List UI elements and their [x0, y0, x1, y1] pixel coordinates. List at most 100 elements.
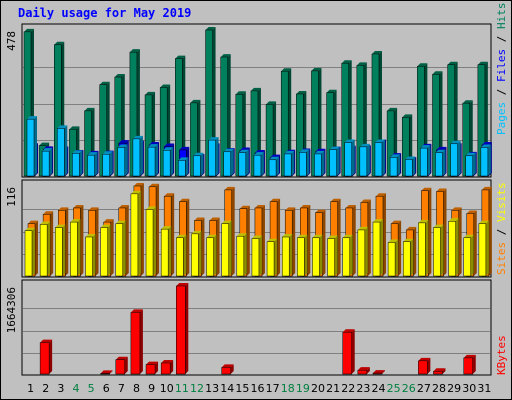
bar-pages-day-13	[208, 137, 219, 177]
bar-pages-day-18	[283, 150, 295, 177]
x-tick-label-day-16: 16	[251, 382, 265, 395]
bar-kbytes-day-27	[418, 357, 431, 375]
bar-visits-day-25	[387, 239, 399, 277]
x-tick-label-day-14: 14	[220, 382, 234, 395]
bar-visits-day-16	[251, 235, 262, 277]
bar-pages-day-25	[389, 154, 401, 177]
bar-visits-day-12	[191, 230, 202, 277]
chart-title: Daily usage for May 2019	[18, 6, 192, 20]
bar-kbytes-day-23	[357, 367, 370, 375]
bar-pages-day-9	[147, 144, 159, 177]
y-max-label-2: 116	[5, 187, 18, 207]
bar-pages-day-19	[299, 149, 310, 177]
x-tick-label-day-11: 11	[175, 382, 189, 395]
bar-visits-day-17	[266, 238, 278, 277]
x-tick-label-day-13: 13	[205, 382, 219, 395]
y-max-label-3: 1664306	[5, 287, 18, 333]
bar-visits-day-18	[281, 233, 293, 277]
bar-visits-day-30	[463, 234, 474, 277]
bar-visits-day-1	[24, 227, 35, 277]
bar-visits-day-14	[221, 220, 232, 277]
legend-files: Files	[495, 49, 508, 82]
bar-pages-day-14	[223, 148, 234, 177]
x-tick-label-day-25: 25	[387, 382, 401, 395]
x-tick-label-day-5: 5	[88, 382, 95, 395]
x-tick-label-day-28: 28	[432, 382, 446, 395]
bar-pages-day-28	[435, 149, 446, 177]
bar-pages-day-21	[329, 146, 340, 177]
bar-visits-day-26	[402, 238, 414, 277]
legend-separator: /	[495, 82, 508, 102]
bar-kbytes-day-28	[433, 368, 446, 375]
bar-pages-day-16	[253, 152, 264, 177]
bar-pages-day-22	[344, 139, 355, 177]
x-tick-label-day-23: 23	[356, 382, 370, 395]
bar-pages-day-27	[420, 145, 431, 177]
bar-kbytes-day-8	[130, 309, 143, 375]
y-max-label-1: 478	[5, 31, 18, 51]
bar-kbytes-day-10	[160, 359, 174, 375]
bar-visits-day-21	[327, 235, 338, 277]
x-tick-label-day-30: 30	[462, 382, 476, 395]
x-tick-label-day-29: 29	[447, 382, 461, 395]
bar-hits-day-18	[280, 68, 292, 177]
x-tick-label-day-8: 8	[133, 382, 140, 395]
bar-pages-day-17	[268, 156, 280, 177]
x-tick-label-day-7: 7	[118, 382, 125, 395]
x-tick-label-day-2: 2	[42, 382, 49, 395]
bar-visits-day-13	[206, 234, 217, 277]
bar-kbytes-day-24	[372, 370, 385, 375]
x-tick-label-day-3: 3	[57, 382, 64, 395]
bar-pages-day-1	[26, 116, 37, 177]
bar-visits-day-27	[418, 219, 429, 277]
bar-pages-day-30	[465, 152, 476, 177]
bar-kbytes-day-2	[39, 339, 53, 375]
x-tick-label-day-20: 20	[311, 382, 325, 395]
x-tick-label-day-10: 10	[160, 382, 174, 395]
bar-pages-day-10	[162, 147, 174, 177]
bar-kbytes-day-11	[176, 283, 189, 375]
legend-hits: Hits	[495, 3, 508, 30]
bar-visits-day-2	[39, 221, 51, 277]
legend-sites: Sites	[495, 242, 508, 275]
x-tick-label-day-1: 1	[27, 382, 34, 395]
bar-visits-day-10	[160, 226, 172, 277]
bar-visits-day-20	[312, 234, 323, 277]
x-tick-label-day-18: 18	[281, 382, 295, 395]
x-tick-label-day-19: 19	[296, 382, 310, 395]
bar-visits-day-15	[236, 233, 247, 277]
bar-kbytes-day-30	[463, 354, 476, 375]
bar-pages-day-15	[238, 149, 249, 177]
bar-visits-day-19	[297, 234, 308, 277]
bar-hits-day-14	[220, 54, 231, 177]
bar-visits-day-24	[372, 219, 383, 277]
bar-visits-day-6	[100, 224, 111, 277]
bar-visits-day-28	[433, 224, 444, 277]
legend-separator: /	[495, 29, 508, 49]
bar-pages-day-12	[193, 152, 204, 177]
bar-visits-day-8	[130, 190, 141, 277]
x-tick-label-day-15: 15	[235, 382, 249, 395]
bar-kbytes-day-22	[342, 329, 355, 375]
bar-kbytes-day-14	[221, 364, 234, 375]
bar-visits-day-4	[70, 219, 81, 277]
bar-pages-day-24	[374, 139, 385, 177]
x-tick-label-day-24: 24	[372, 382, 386, 395]
bar-kbytes-day-9	[145, 361, 159, 375]
x-tick-label-day-22: 22	[341, 382, 355, 395]
legend-middle: Sites / Visits	[495, 182, 508, 275]
bar-pages-day-2	[41, 148, 53, 177]
bar-pages-day-20	[314, 150, 325, 177]
bar-visits-day-5	[85, 233, 96, 277]
bar-pages-day-5	[87, 152, 98, 177]
bar-pages-day-7	[117, 144, 128, 177]
legend-top: Pages / Files / Hits	[495, 3, 508, 136]
x-tick-label-day-26: 26	[402, 382, 416, 395]
legend-visits: Visits	[495, 182, 508, 222]
x-tick-label-day-4: 4	[72, 382, 79, 395]
chart-panel-3	[21, 279, 492, 376]
chart-panel-1	[21, 23, 492, 178]
x-tick-label-day-12: 12	[190, 382, 204, 395]
bar-visits-day-29	[448, 218, 459, 277]
